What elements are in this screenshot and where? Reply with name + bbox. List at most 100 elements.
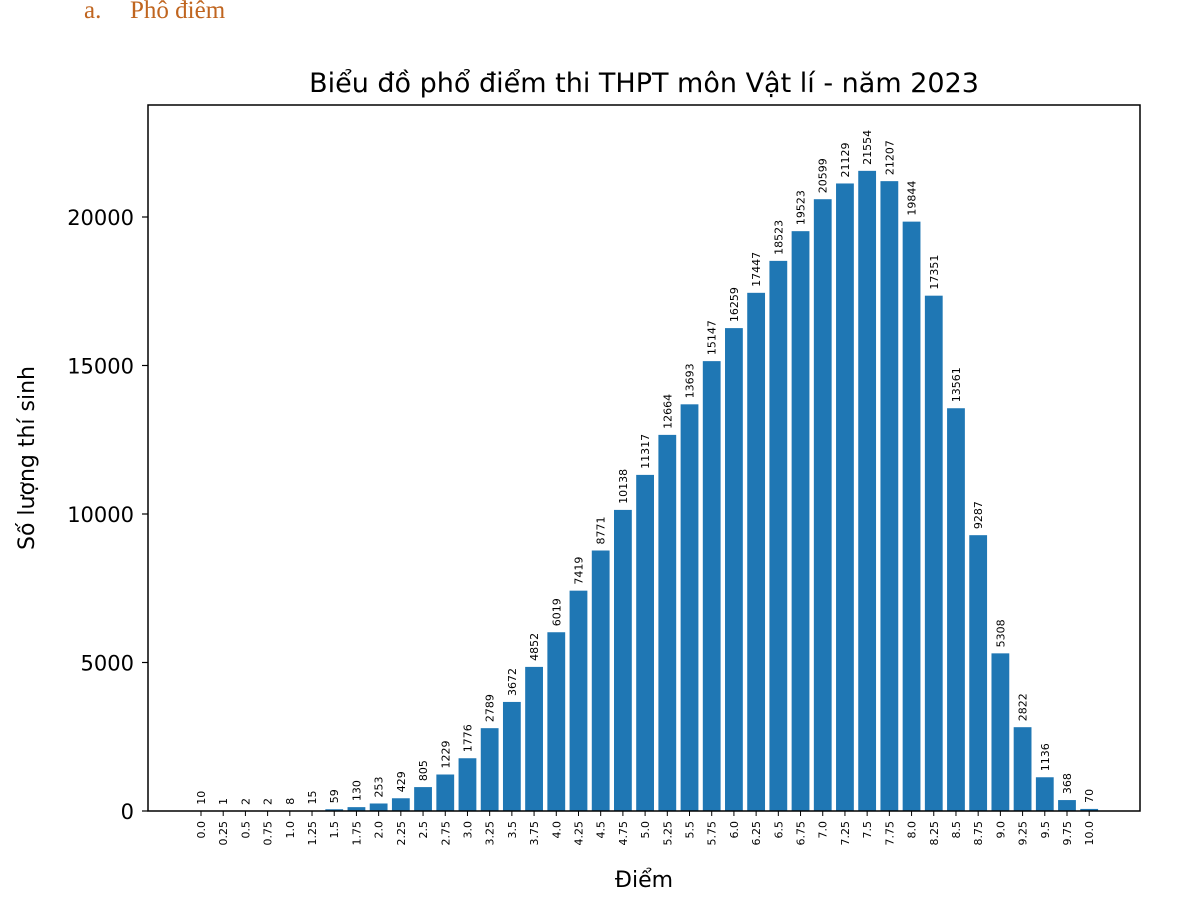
bar-value-label: 253 <box>373 776 386 797</box>
bar <box>880 181 899 811</box>
bar <box>525 666 543 811</box>
bar-value-label: 429 <box>395 771 408 792</box>
x-tick-label: 5.5 <box>684 821 697 839</box>
x-tick-label: 4.25 <box>572 821 585 846</box>
chart-title: Biểu đồ phổ điểm thi THPT môn Vật lí - n… <box>309 68 979 99</box>
bar <box>902 221 921 811</box>
x-tick-label: 8.75 <box>972 821 985 846</box>
bar <box>969 535 988 811</box>
bar <box>591 550 610 811</box>
bar <box>636 474 654 811</box>
x-tick-label: 4.5 <box>595 821 608 839</box>
bar-value-label: 5308 <box>994 619 1007 647</box>
bar-value-label: 13693 <box>684 363 697 398</box>
bar-value-label: 20599 <box>817 158 830 193</box>
bar-value-label: 21129 <box>839 142 852 177</box>
bar <box>391 798 410 811</box>
bar <box>791 231 810 812</box>
bar-value-label: 16259 <box>728 287 741 322</box>
bar-value-label: 8771 <box>595 517 608 545</box>
x-tick-label: 9.75 <box>1061 821 1074 846</box>
bar <box>369 803 388 811</box>
x-tick-label: 1.25 <box>306 821 319 846</box>
bar-value-label: 2822 <box>1017 693 1030 721</box>
bar <box>658 434 677 811</box>
y-tick-label: 5000 <box>81 652 134 676</box>
bar-value-label: 805 <box>417 760 430 781</box>
bar <box>813 199 832 811</box>
x-tick-label: 6.75 <box>795 821 808 846</box>
bar <box>1035 777 1054 811</box>
bar-value-label: 1136 <box>1039 743 1052 771</box>
x-tick-label: 7.75 <box>883 821 896 846</box>
x-tick-label: 0.25 <box>217 821 230 846</box>
bar <box>1080 808 1099 811</box>
bar <box>725 328 743 811</box>
x-tick-label: 3.5 <box>506 821 519 839</box>
bar-value-label: 18523 <box>772 220 785 255</box>
plot-area-frame <box>147 104 1141 812</box>
bar <box>614 509 632 811</box>
bar-value-label: 1776 <box>461 724 474 752</box>
x-tick-label: 3.0 <box>461 821 474 839</box>
bar-value-label: 13561 <box>950 367 963 402</box>
x-tick-label: 2.0 <box>373 821 386 839</box>
y-tick-label: 15000 <box>67 355 134 379</box>
y-tick-label: 10000 <box>67 503 134 527</box>
x-tick-label: 1.0 <box>284 821 297 839</box>
bar-value-label: 70 <box>1083 789 1096 803</box>
x-tick-label: 0.0 <box>195 821 208 839</box>
bar-value-label: 12664 <box>661 394 674 429</box>
y-axis-label: Số lượng thí sinh <box>15 366 40 550</box>
bar <box>502 701 521 811</box>
section-heading-marker: a. <box>84 0 102 24</box>
bar-value-label: 21554 <box>861 130 874 165</box>
bar-value-label: 1 <box>217 798 230 805</box>
bar-value-label: 130 <box>350 780 363 801</box>
bar-value-label: 15 <box>306 791 319 805</box>
x-tick-label: 0.75 <box>262 821 275 846</box>
x-tick-label: 2.75 <box>439 821 452 846</box>
section-heading-text: Phô điêm <box>130 0 226 24</box>
bar <box>991 653 1010 811</box>
bar-value-label: 8 <box>284 798 297 805</box>
bar <box>769 260 788 811</box>
x-tick-label: 5.75 <box>706 821 719 846</box>
bar-labels-group: 10 1 2 2 8 15 59 130 253 429 805 1229 1776 2789 3672 48… <box>195 130 1096 805</box>
bar <box>347 807 366 811</box>
bar <box>836 183 854 812</box>
bar-value-label: 2789 <box>484 694 497 722</box>
bar-value-label: 10138 <box>617 469 630 504</box>
x-tick-label: 9.5 <box>1039 821 1052 839</box>
bar <box>547 632 566 811</box>
x-tick-label: 4.75 <box>617 821 630 846</box>
bar-value-label: 17447 <box>750 252 763 287</box>
x-tick-label: 7.0 <box>817 821 830 839</box>
bar <box>1058 800 1076 811</box>
bar <box>924 295 943 811</box>
x-tick-label: 8.25 <box>928 821 941 846</box>
bar-value-label: 59 <box>328 789 341 803</box>
x-tick-label: 5.0 <box>639 821 652 839</box>
x-ticks-group: 0.0 0.25 0.5 0.75 1.0 1.25 1.5 1.75 2.0 2.25 2.5 2.… <box>195 811 1096 846</box>
bar-value-label: 10 <box>195 791 208 805</box>
x-tick-label: 5.25 <box>661 821 674 846</box>
x-tick-label: 2.5 <box>417 821 430 839</box>
bar <box>1013 727 1032 811</box>
bar-value-label: 2 <box>262 798 275 805</box>
x-axis-label: Điểm <box>615 868 673 893</box>
x-tick-label: 6.5 <box>772 821 785 839</box>
y-tick-label: 0 <box>121 800 134 824</box>
bar <box>702 361 721 811</box>
x-tick-label: 8.0 <box>906 821 919 839</box>
bar <box>414 787 432 811</box>
bar-value-label: 4852 <box>528 633 541 661</box>
bar <box>858 170 877 812</box>
x-tick-label: 0.5 <box>239 821 252 839</box>
bars-group <box>192 170 1099 812</box>
bar <box>436 774 455 811</box>
bar-value-label: 15147 <box>706 320 719 355</box>
x-tick-label: 7.25 <box>839 821 852 846</box>
bar <box>458 758 477 811</box>
x-tick-label: 1.75 <box>350 821 363 846</box>
